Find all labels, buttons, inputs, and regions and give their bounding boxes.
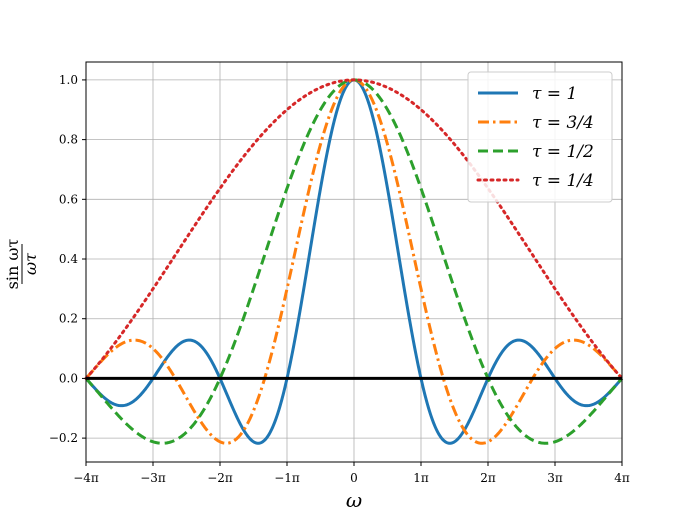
ticks: −4π −3π −2π −1π 0 1π 2π 3π 4π −0.2 0.0 0.2 0.4 0.6 0.8… <box>49 73 630 485</box>
x-tick-label: −1π <box>274 471 300 485</box>
series-group <box>84 78 624 445</box>
x-tick-label: −3π <box>140 471 166 485</box>
legend-label: τ = 3/4 <box>532 113 594 133</box>
y-tick-label: −0.2 <box>49 431 78 445</box>
y-axis-label: sin ωτ ωτ <box>3 239 40 290</box>
y-tick-label: 0.4 <box>59 252 78 266</box>
x-tick-label: −4π <box>73 471 99 485</box>
x-tick-label: 2π <box>480 471 496 485</box>
x-tick-label: 0 <box>350 471 358 485</box>
y-axis-label-denominator: ωτ <box>21 252 40 275</box>
x-tick-label: −2π <box>207 471 233 485</box>
x-tick-label: 3π <box>547 471 563 485</box>
legend: τ = 1 τ = 3/4 τ = 1/2 τ = 1/4 <box>467 71 613 203</box>
legend-label: τ = 1 <box>532 84 577 104</box>
y-tick-label: 0.8 <box>59 133 78 147</box>
y-tick-label: 0.0 <box>59 371 78 385</box>
x-tick-label: 1π <box>413 471 429 485</box>
y-tick-label: 1.0 <box>59 73 78 87</box>
legend-box <box>467 71 613 203</box>
y-tick-label: 0.6 <box>59 192 78 206</box>
y-axis-label-numerator: sin ωτ <box>3 239 22 290</box>
y-tick-label: 0.2 <box>59 312 78 326</box>
x-axis-label: ω <box>346 488 362 512</box>
x-tick-label: 4π <box>614 471 630 485</box>
legend-label: τ = 1/4 <box>532 171 594 191</box>
legend-label: τ = 1/2 <box>532 142 594 162</box>
series-line <box>84 78 624 380</box>
